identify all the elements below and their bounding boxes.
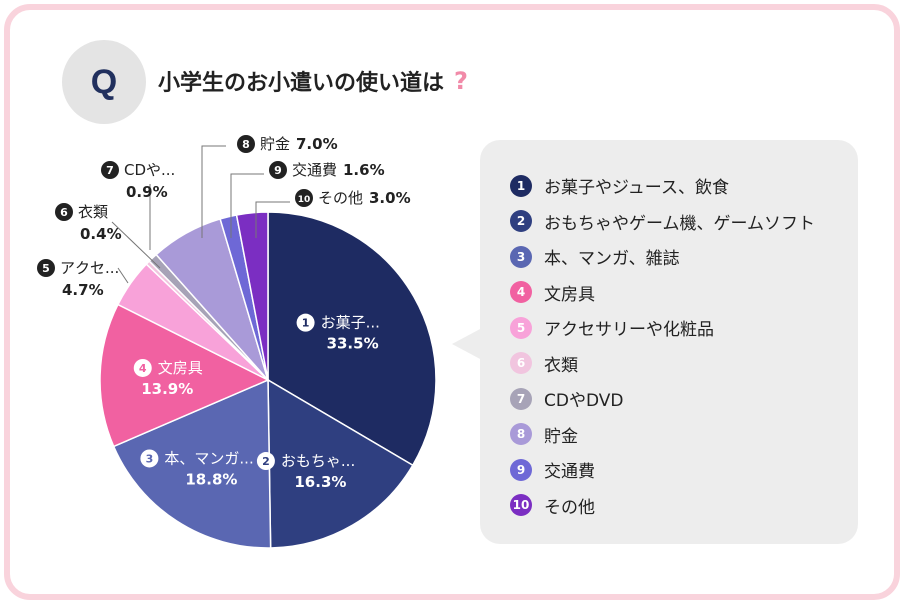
legend-item-1: 1 お菓子やジュース、飲食 — [510, 168, 858, 204]
callout-6-marker-number: 6 — [60, 206, 68, 219]
legend-swatch-4: 4 — [510, 281, 532, 304]
callout-8-marker-number: 8 — [242, 138, 250, 151]
leader-line-6 — [111, 221, 161, 269]
callout-6-value: 0.4% — [80, 225, 122, 243]
legend-swatch-7: 7 — [510, 387, 532, 410]
slice-label-4-marker-number: 4 — [139, 362, 147, 375]
callout-7-marker-number: 7 — [106, 164, 114, 177]
callout-5-marker-number: 5 — [42, 262, 50, 275]
legend-item-8: 8 貯金 — [510, 417, 858, 453]
slice-label-4-name: 文房具 — [158, 359, 203, 377]
legend-swatch-3: 3 — [510, 245, 532, 268]
legend-swatch-5: 5 — [510, 316, 532, 339]
slice-label-1-marker — [296, 313, 315, 332]
question-mark-icon: ? — [454, 67, 468, 95]
callout-9-marker-number: 9 — [274, 164, 282, 177]
callout-5-name: アクセ... — [60, 259, 119, 277]
legend-swatch-6: 6 — [510, 352, 532, 375]
legend-item-4: 4 文房具 — [510, 275, 858, 311]
callout-8-name: 貯金 — [260, 135, 290, 153]
legend-label-1: お菓子やジュース、飲食 — [544, 178, 729, 199]
callout-7-marker — [101, 161, 119, 179]
pie-slice-10 — [235, 211, 269, 381]
callout-9-name: 交通費 — [292, 161, 337, 179]
legend-swatch-2: 2 — [510, 210, 532, 233]
callout-6-name: 衣類 — [78, 203, 108, 221]
legend-label-8: 貯金 — [544, 426, 578, 447]
callout-5-marker — [37, 259, 55, 277]
pie-slice-4 — [99, 303, 270, 448]
leader-line-8 — [201, 145, 226, 238]
slice-label-2-value: 16.3% — [294, 473, 346, 491]
slice-label-1-name: お菓子... — [321, 314, 380, 332]
legend-label-5: アクセサリーや化粧品 — [544, 320, 714, 341]
callout-5-value: 4.7% — [62, 281, 104, 299]
slice-label-2-marker — [256, 452, 275, 471]
callout-8-value: 7.0% — [296, 135, 338, 153]
pie-slice-3 — [112, 378, 272, 549]
legend-list: 1 お菓子やジュース、飲食 2 おもちゃやゲーム機、ゲームソフト 3 本、マンガ、雑誌 4 文… — [480, 140, 858, 523]
legend-item-10: 10 その他 — [510, 488, 858, 524]
slice-label-2-name: おもちゃ... — [281, 452, 355, 470]
callout-10-value: 3.0% — [369, 189, 411, 207]
callout-8-marker — [237, 135, 255, 153]
slice-label-2-marker-number: 2 — [262, 455, 270, 468]
slice-label-1-marker-number: 1 — [302, 317, 310, 330]
slice-label-4-marker — [133, 358, 152, 377]
legend-label-9: 交通費 — [544, 462, 595, 483]
callout-7-value: 0.9% — [126, 183, 168, 201]
legend-label-3: 本、マンガ、雑誌 — [544, 249, 680, 270]
legend-swatch-9: 9 — [510, 458, 532, 481]
legend-pointer — [452, 328, 482, 360]
legend-label-4: 文房具 — [544, 284, 595, 305]
slice-label-4-value: 13.9% — [141, 380, 193, 398]
legend-swatch-8: 8 — [510, 423, 532, 446]
pie-slice-2 — [267, 378, 414, 549]
question-badge: Q — [62, 40, 146, 124]
callout-10-marker — [295, 189, 313, 207]
callout-7-name: CDや... — [124, 161, 175, 179]
callout-9-marker — [269, 161, 287, 179]
slice-label-3-marker — [140, 449, 159, 468]
slice-label-3-marker-number: 3 — [146, 452, 154, 465]
legend-label-10: その他 — [544, 497, 595, 518]
leader-line-10 — [255, 201, 290, 238]
legend-item-5: 5 アクセサリーや化粧品 — [510, 310, 858, 346]
question-title: 小学生のお小遣いの使い道は ? — [158, 64, 474, 98]
legend-item-3: 3 本、マンガ、雑誌 — [510, 239, 858, 275]
pie-slice-1 — [267, 211, 437, 467]
legend-panel: 1 お菓子やジュース、飲食 2 おもちゃやゲーム機、ゲームソフト 3 本、マンガ、雑誌 4 文… — [480, 140, 858, 544]
slice-label-3-value: 18.8% — [185, 470, 237, 488]
legend-item-6: 6 衣類 — [510, 346, 858, 382]
legend-label-7: CDやDVD — [544, 391, 624, 412]
legend-label-2: おもちゃやゲーム機、ゲームソフト — [544, 213, 815, 234]
legend-swatch-1: 1 — [510, 174, 532, 197]
question-title-text: 小学生のお小遣いの使い道は — [158, 71, 445, 96]
slice-label-3-name: 本、マンガ... — [164, 449, 253, 467]
legend-item-7: 7 CDやDVD — [510, 381, 858, 417]
legend-swatch-10: 10 — [510, 494, 532, 517]
legend-item-2: 2 おもちゃやゲーム機、ゲームソフト — [510, 204, 858, 240]
callout-10-marker-number: 10 — [298, 195, 311, 205]
legend-label-6: 衣類 — [544, 355, 578, 376]
callout-9-value: 1.6% — [343, 161, 385, 179]
callout-6-marker — [55, 203, 73, 221]
slice-label-1-value: 33.5% — [327, 335, 379, 353]
question-badge-letter: Q — [90, 62, 118, 101]
leader-line-9 — [230, 173, 264, 238]
legend-item-9: 9 交通費 — [510, 452, 858, 488]
callout-10-name: その他 — [318, 189, 363, 207]
leader-line-5 — [117, 267, 129, 284]
